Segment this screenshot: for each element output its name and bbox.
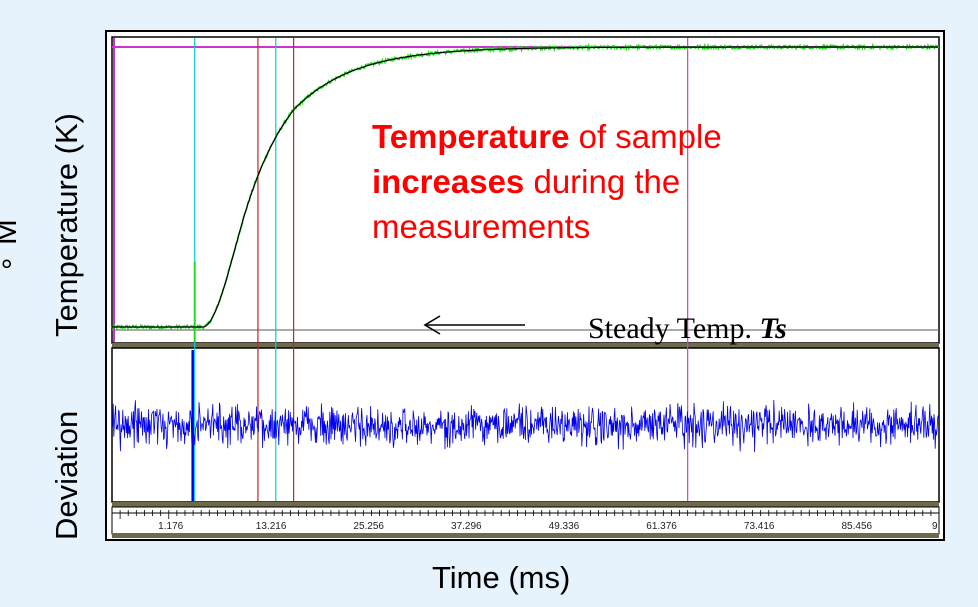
panel-separator-top [112,343,939,348]
time-tick-label: 49.336 [549,521,580,532]
time-tick-label: 9 [932,521,938,532]
time-tick-label: 61.376 [646,521,677,532]
time-tick-label: 13.216 [256,521,287,532]
fit-curve [112,46,938,328]
steady-temp-symbol: Ts [759,312,787,345]
steady-temp-prefix: Steady Temp. [588,312,760,345]
deviation-series [111,350,940,501]
annotation-rest-1: of sample [569,118,722,155]
panel-separator-bottom [112,502,939,507]
y-axis-label-temperature: Temperature (K) [49,113,84,337]
time-tick-label: 25.256 [353,521,384,532]
deviation-trace [111,399,940,453]
steady-temp-label: Steady Temp. Ts [588,312,787,346]
time-axis: 1.176 13.216 25.256 37.296 49.336 61.376 73.41… [111,510,940,532]
time-tick-label: 73.416 [744,521,775,532]
time-tick-label: 1.176 [158,521,183,532]
bottom-bar [112,533,939,538]
deviation-panel [111,347,940,503]
x-axis-label: Time (ms) [432,560,571,595]
y-axis-degree-mark: ° [0,258,32,270]
annotation-rest-2: during the [524,163,681,200]
time-tick-label: 37.296 [451,521,482,532]
temperature-series [111,42,940,342]
y-axis-label-deviation: Deviation [49,410,84,540]
temperature-panel [111,36,940,344]
time-tick-label: 85.456 [842,521,873,532]
arrow-head [423,315,441,335]
annotation-bold-1: Temperature [372,118,570,155]
y-axis-clipped-letter: M [0,219,24,245]
annotation-text: Temperature of sample increases during t… [372,114,722,249]
annotation-bold-2: increases [372,163,525,200]
annotation-line-3: measurements [372,208,591,245]
